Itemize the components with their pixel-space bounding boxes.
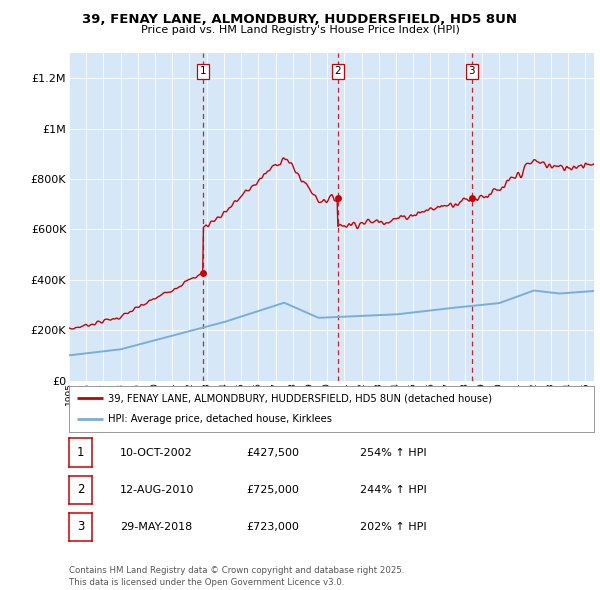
- Text: 254% ↑ HPI: 254% ↑ HPI: [360, 448, 427, 457]
- Text: 29-MAY-2018: 29-MAY-2018: [120, 522, 192, 532]
- Text: 12-AUG-2010: 12-AUG-2010: [120, 485, 194, 494]
- Point: [198, 268, 208, 277]
- Text: 2: 2: [77, 483, 84, 496]
- Text: 1: 1: [200, 66, 206, 76]
- Text: 39, FENAY LANE, ALMONDBURY, HUDDERSFIELD, HD5 8UN (detached house): 39, FENAY LANE, ALMONDBURY, HUDDERSFIELD…: [109, 394, 493, 404]
- Point: [467, 194, 477, 203]
- Text: 39, FENAY LANE, ALMONDBURY, HUDDERSFIELD, HD5 8UN: 39, FENAY LANE, ALMONDBURY, HUDDERSFIELD…: [83, 13, 517, 26]
- Point: [333, 193, 343, 202]
- Text: 244% ↑ HPI: 244% ↑ HPI: [360, 485, 427, 494]
- Text: 3: 3: [469, 66, 475, 76]
- Text: Price paid vs. HM Land Registry's House Price Index (HPI): Price paid vs. HM Land Registry's House …: [140, 25, 460, 35]
- Text: Contains HM Land Registry data © Crown copyright and database right 2025.
This d: Contains HM Land Registry data © Crown c…: [69, 566, 404, 587]
- Text: 10-OCT-2002: 10-OCT-2002: [120, 448, 193, 457]
- Text: 2: 2: [335, 66, 341, 76]
- Text: £725,000: £725,000: [246, 485, 299, 494]
- Text: 1: 1: [77, 446, 84, 459]
- Text: 202% ↑ HPI: 202% ↑ HPI: [360, 522, 427, 532]
- Text: HPI: Average price, detached house, Kirklees: HPI: Average price, detached house, Kirk…: [109, 414, 332, 424]
- Text: £427,500: £427,500: [246, 448, 299, 457]
- Text: 3: 3: [77, 520, 84, 533]
- Text: £723,000: £723,000: [246, 522, 299, 532]
